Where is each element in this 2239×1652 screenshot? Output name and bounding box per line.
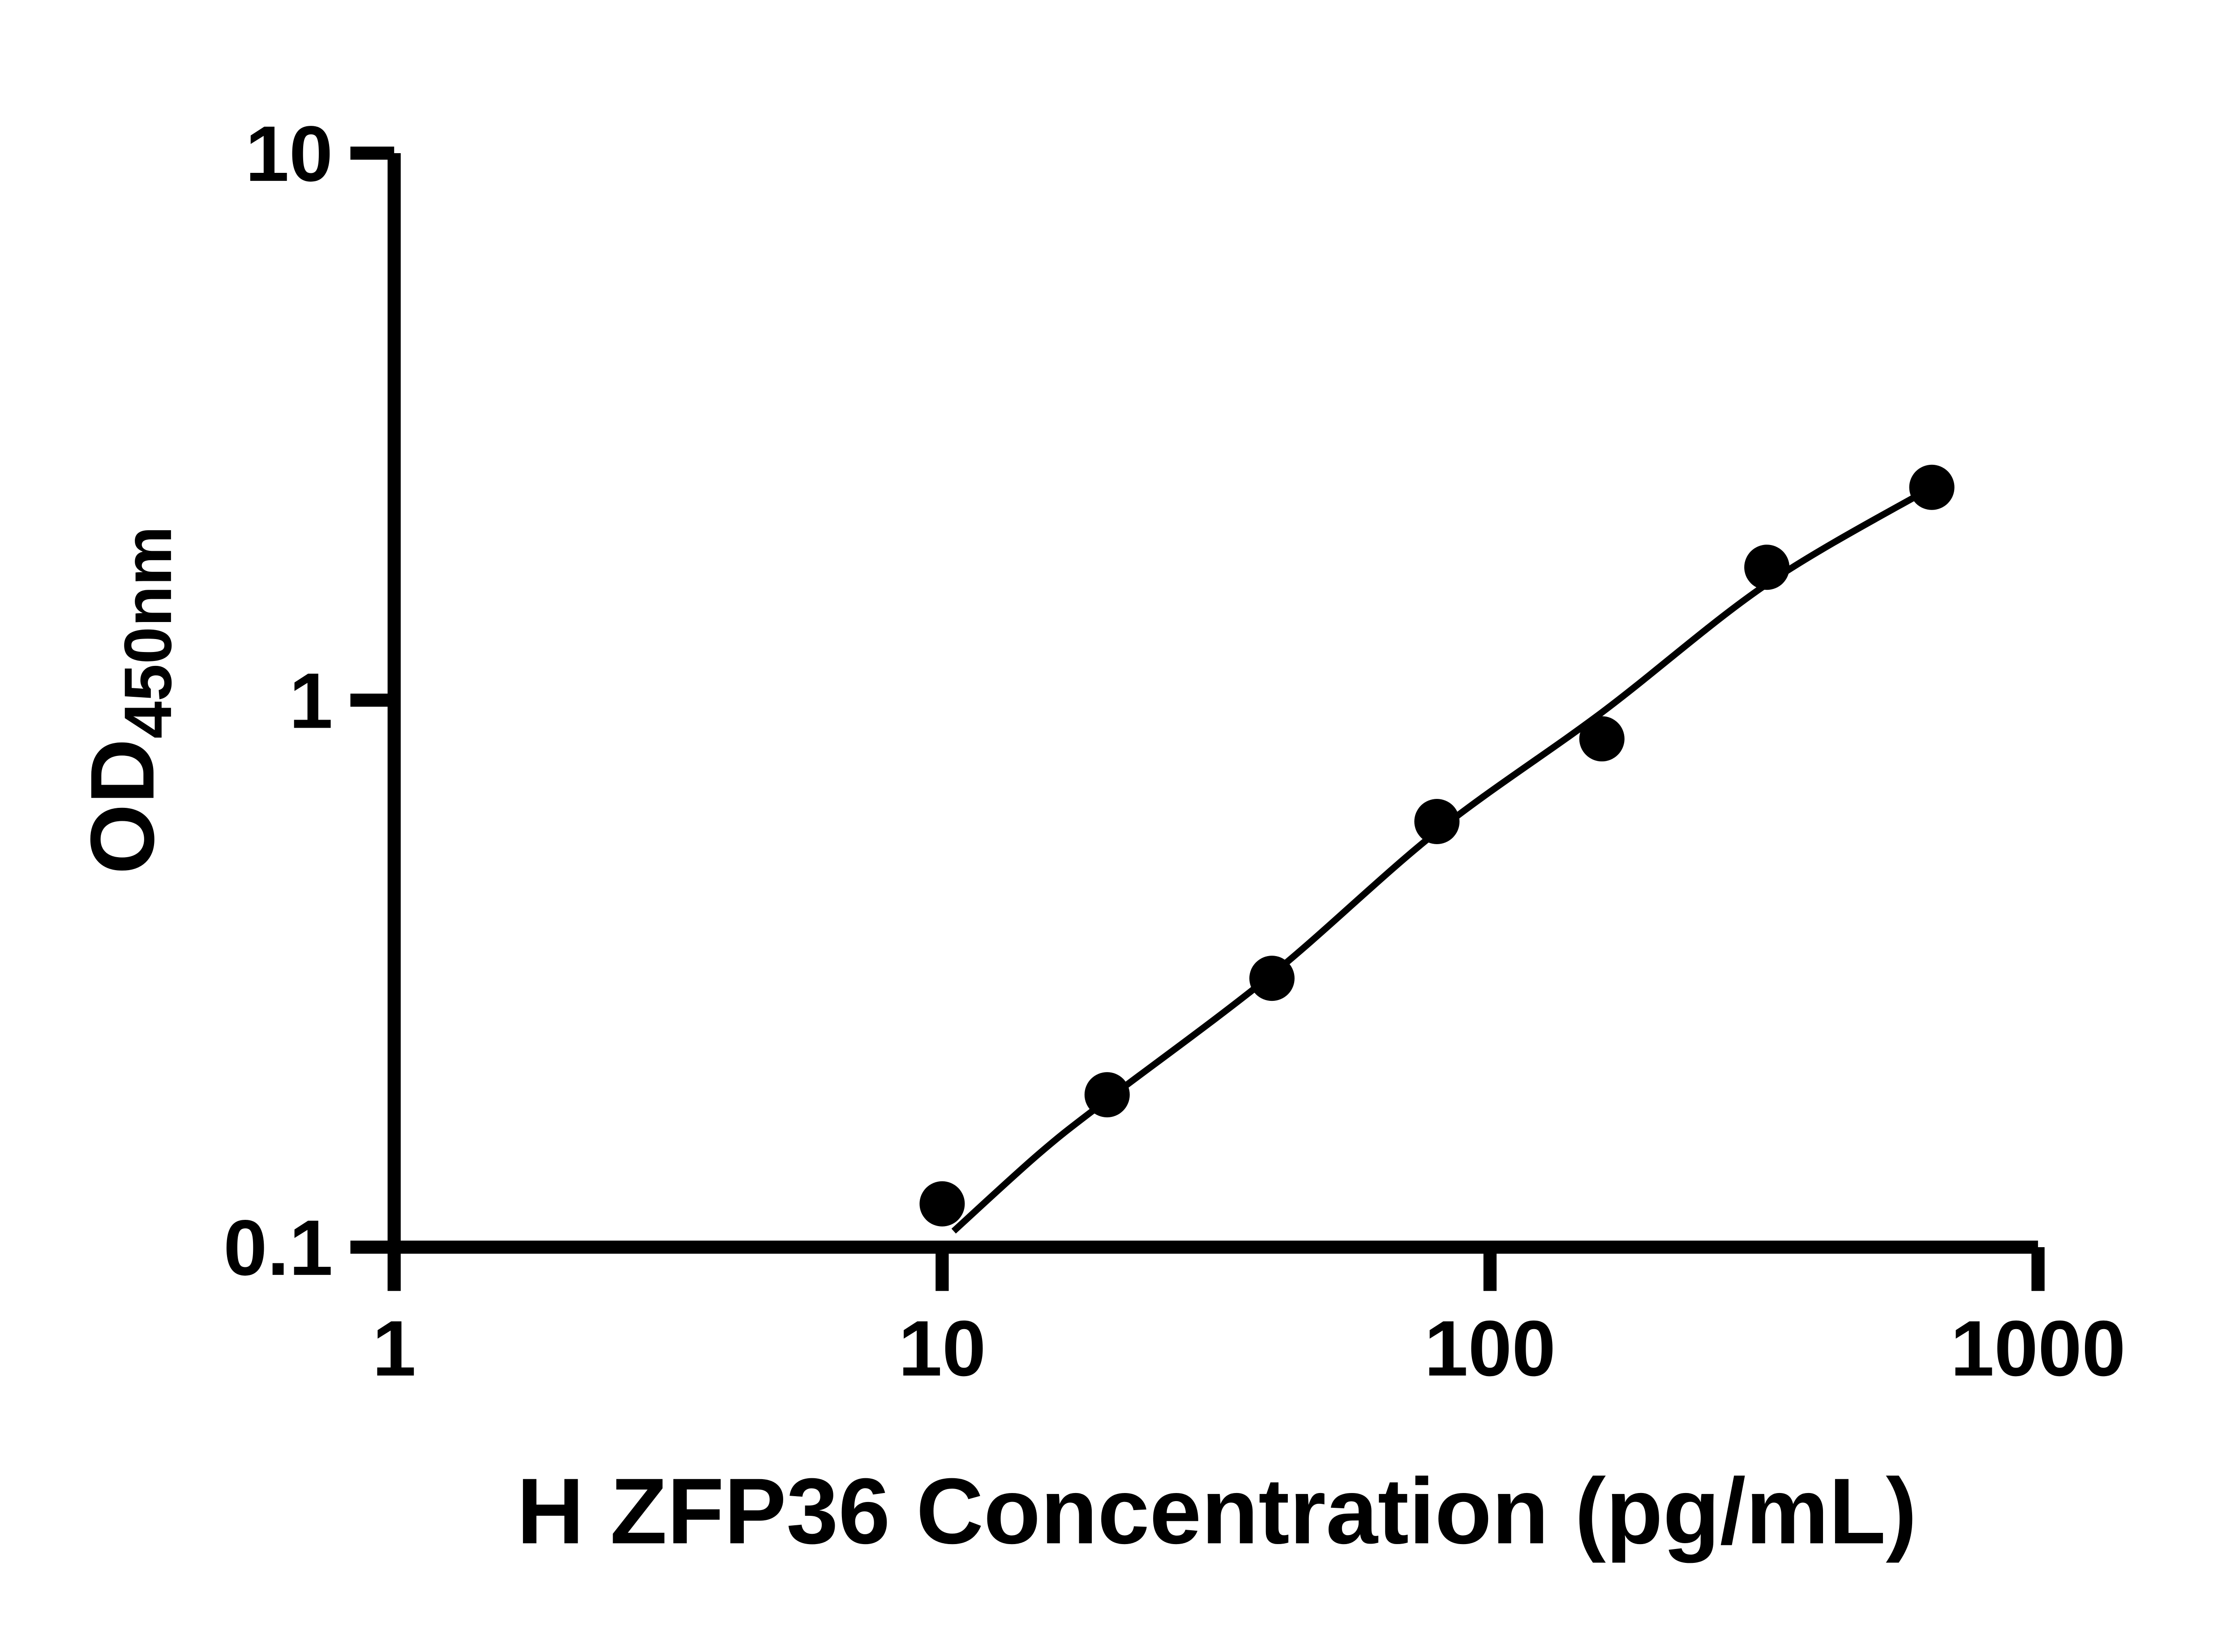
data-point bbox=[1249, 956, 1295, 1001]
x-axis-title: H ZFP36 Concentration (pg/mL) bbox=[517, 1459, 1917, 1563]
y-tick-label: 10 bbox=[245, 110, 333, 198]
data-point bbox=[1579, 716, 1625, 762]
data-point bbox=[1909, 464, 1955, 510]
y-axis-title: OD450nm bbox=[72, 526, 185, 875]
x-tick-label: 1000 bbox=[1951, 1305, 2126, 1393]
x-tick-label: 10 bbox=[898, 1305, 986, 1393]
y-tick-label: 0.1 bbox=[223, 1204, 333, 1292]
y-axis-title-sub: 450nm bbox=[110, 526, 185, 739]
data-point bbox=[1084, 1072, 1130, 1118]
fit-curve bbox=[951, 484, 1934, 1234]
y-axis-title-main: OD bbox=[72, 738, 173, 874]
x-tick-label: 1 bbox=[372, 1305, 416, 1393]
data-point bbox=[1414, 799, 1460, 844]
x-tick-label: 100 bbox=[1424, 1305, 1556, 1393]
data-point bbox=[919, 1181, 965, 1227]
ticks-layer: 1 10 100 1000 0.1 1 10 bbox=[223, 110, 2126, 1393]
data-point bbox=[1744, 545, 1790, 590]
data-points-layer bbox=[919, 464, 1955, 1227]
fit-curve-layer bbox=[951, 484, 1934, 1234]
axes bbox=[387, 153, 2038, 1254]
y-tick-label: 1 bbox=[289, 657, 333, 745]
